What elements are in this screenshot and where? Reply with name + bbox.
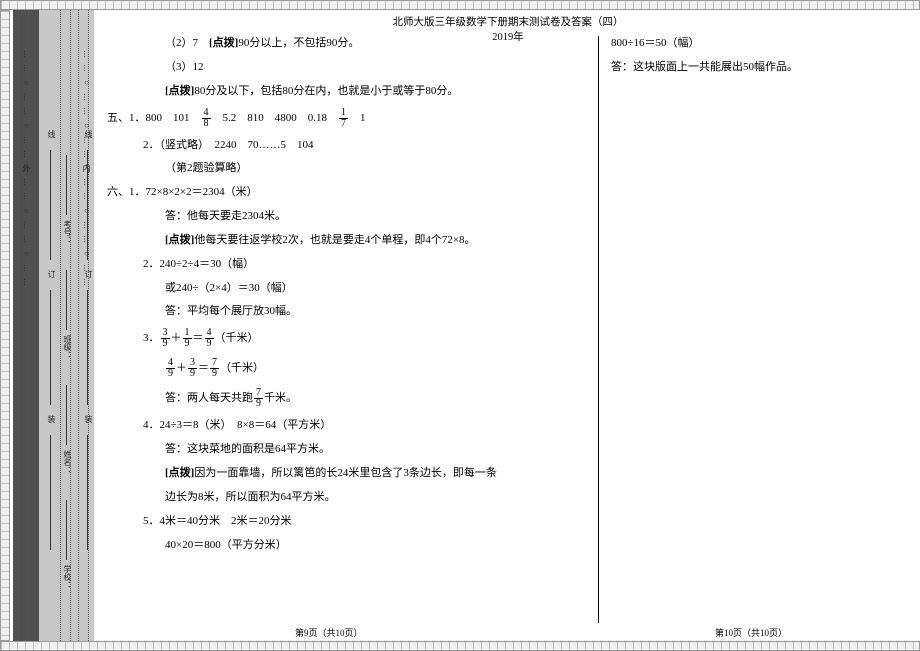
footer-right: 第10页（共10页）: [715, 626, 787, 639]
text-line: 40×20＝800（平方分米）: [107, 538, 592, 553]
text-line: 49＋39＝79（千米）: [107, 358, 592, 379]
ruler-top: [0, 0, 920, 10]
text-line: 5．4米＝40分米 2米＝20分米: [107, 514, 592, 529]
text-line: 3．39＋19＝49（千米）: [107, 328, 592, 349]
label-number: 考号：: [62, 220, 73, 244]
text-line: 或240÷（2×4）＝30（幅）: [107, 281, 592, 296]
text-line: 六、1．72×8×2×2＝2304（米）: [107, 185, 592, 200]
text-line: [点拨]他每天要往返学校2次，也就是要走4个单程，即4个72×8。: [107, 233, 592, 248]
binding-col-2: 学校： 姓名： 班级： 考号：: [60, 10, 71, 641]
page: 北师大版三年级数学下册期末测试卷及答案（四） 2019年 （2）7 [点拨]90…: [95, 10, 917, 641]
text-line: 2．（竖式略） 2240 70……5 104: [107, 138, 592, 153]
text-line: 答：平均每个展厅放30幅。: [107, 304, 592, 319]
columns: （2）7 [点拨]90分以上，不包括90分。 （3）12 [点拨]80分及以下，包括…: [107, 36, 909, 623]
text-line: 800÷16＝50（幅）: [611, 36, 909, 51]
text-line: 边长为8米，所以面积为64平方米。: [107, 490, 592, 505]
ruler-bottom: [0, 641, 920, 651]
text-line: （3）12: [107, 60, 592, 75]
column-left: （2）7 [点拨]90分以上，不包括90分。 （3）12 [点拨]80分及以下，包括…: [107, 36, 599, 623]
text-line: 五、1．800 101 48 5.2 810 4800 0.18 17 1: [107, 108, 592, 129]
footer-left: 第9页（共10页）: [295, 626, 363, 639]
label-school: 学校：: [62, 565, 73, 589]
text-line: 答：这块菜地的面积是64平方米。: [107, 442, 592, 457]
text-line: 答：这块版面上一共能展出50幅作品。: [611, 60, 909, 75]
text-line: [点拨]因为一面靠墙，所以篱笆的长24米里包含了3条边长，即每一条: [107, 466, 592, 481]
text-line: 答：他每天要走2304米。: [107, 209, 592, 224]
doc-title: 北师大版三年级数学下册期末测试卷及答案（四）: [107, 14, 909, 29]
ruler-left: [0, 10, 10, 641]
text-line: 2．240÷2÷4＝30（幅）: [107, 257, 592, 272]
binding-outer-text: ……○……○……外……○……○……: [21, 50, 32, 292]
text-line: （2）7 [点拨]90分以上，不包括90分。: [107, 36, 592, 51]
text-line: [点拨]80分及以下，包括80分在内，也就是小于或等于80分。: [107, 84, 592, 99]
text-line: 4．24÷3＝8（米） 8×8＝64（平方米）: [107, 418, 592, 433]
label-class: 班级：: [62, 335, 73, 359]
label-name: 姓名：: [62, 450, 73, 474]
text-line: 答：两人每天共跑79千米。: [107, 388, 592, 409]
column-right: 800÷16＝50（幅） 答：这块版面上一共能展出50幅作品。: [607, 36, 909, 623]
text-line: （第2题验算略）: [107, 161, 592, 176]
binding-col-1: ……○……○……外……○……○……: [18, 10, 29, 641]
